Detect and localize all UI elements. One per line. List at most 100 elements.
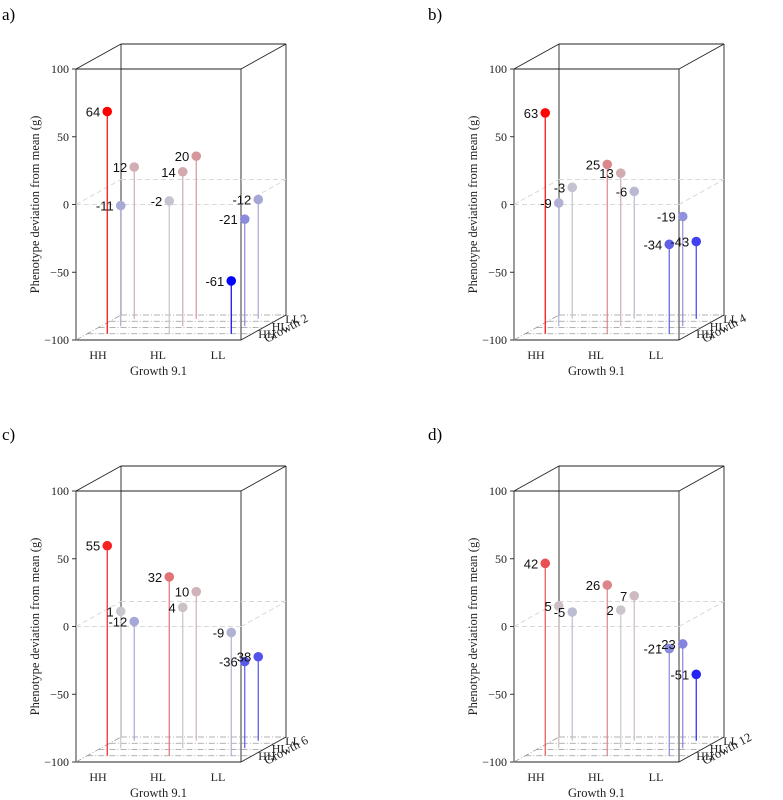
x-tick-label: LL <box>649 770 664 784</box>
data-point <box>664 239 675 250</box>
data-point <box>253 194 264 205</box>
data-point <box>115 200 126 211</box>
data-point <box>102 106 113 117</box>
data-point <box>602 159 613 170</box>
zero-plane-edge <box>678 601 725 627</box>
data-point <box>164 572 175 582</box>
zero-plane-edge <box>240 179 287 205</box>
data-label: 2 <box>607 603 614 618</box>
zero-plane-edge <box>678 179 725 205</box>
data-point <box>567 182 578 193</box>
data-point <box>615 605 626 615</box>
x-tick-label: HH <box>89 770 107 784</box>
y-tick-label: 50 <box>57 552 69 566</box>
x-axis-title: Growth 9.1 <box>568 364 625 378</box>
floor-gridline <box>513 736 560 763</box>
depth-tick-label: HL <box>272 319 288 333</box>
data-point <box>664 643 675 654</box>
y-tick-label: 50 <box>495 130 507 144</box>
data-label: 32 <box>148 570 162 585</box>
box-edge-top-left <box>75 465 122 492</box>
chart-panel-a: a) 100 50 0 −50 −100 Phenotype deviation from … <box>2 5 310 378</box>
box-edge-bottom-right <box>240 314 287 341</box>
y-tick-label: 100 <box>489 484 507 498</box>
data-point <box>629 590 640 601</box>
x-tick-label: HL <box>588 770 604 784</box>
y-tick-label: −100 <box>482 755 507 769</box>
panel-label: d) <box>428 425 442 444</box>
zero-plane-edge <box>240 601 287 627</box>
data-label: 14 <box>161 165 175 180</box>
data-point <box>602 580 613 590</box>
data-point <box>177 166 188 177</box>
y-tick-label: 50 <box>495 552 507 566</box>
data-label: 13 <box>599 166 613 181</box>
y-tick-label: 100 <box>51 484 69 498</box>
data-label: 5 <box>545 599 552 614</box>
data-label: -61 <box>205 274 224 289</box>
data-label: -38 <box>232 650 251 665</box>
zero-plane-edge <box>75 601 122 627</box>
chart-panel-b: b) 100 50 0 −50 −100 Phenotype deviation from … <box>428 5 749 378</box>
depth-tick-label: HH <box>696 749 714 763</box>
data-point <box>691 236 702 247</box>
data-label: -12 <box>108 615 127 630</box>
data-point <box>677 639 688 649</box>
x-axis-title: Growth 9.1 <box>130 786 187 800</box>
y-tick-label: 0 <box>63 198 69 212</box>
chart-panel-d: d) 100 50 0 −50 −100 Phenotype deviation from … <box>428 425 754 800</box>
data-label: -21 <box>643 642 662 657</box>
data-label: 64 <box>86 105 100 120</box>
floor-gridline <box>75 736 122 763</box>
data-label: 10 <box>175 585 189 600</box>
data-label: 7 <box>620 589 627 604</box>
data-label: -51 <box>670 667 689 682</box>
data-label: -43 <box>670 235 689 250</box>
data-point <box>553 601 564 611</box>
depth-tick-label: HL <box>710 741 726 755</box>
depth-tick-label: HH <box>696 327 714 341</box>
panel-label: a) <box>2 5 15 24</box>
panel-label: c) <box>2 425 15 444</box>
depth-tick-label: LL <box>285 734 300 748</box>
data-point <box>239 214 250 225</box>
y-tick-label: −100 <box>482 333 507 347</box>
depth-tick-label: HL <box>710 319 726 333</box>
data-label: 20 <box>175 149 189 164</box>
data-point <box>540 558 551 569</box>
box-edge-top-right <box>678 43 725 70</box>
zero-plane-edge <box>75 179 122 205</box>
x-tick-label: HL <box>588 348 604 362</box>
y-tick-label: 0 <box>501 620 507 634</box>
data-label: -9 <box>213 625 225 640</box>
depth-tick-label: LL <box>285 312 300 326</box>
data-label: 4 <box>169 600 176 615</box>
x-axis-title: Growth 9.1 <box>568 786 625 800</box>
data-label: -11 <box>96 199 114 214</box>
box-edge-bottom-right <box>678 736 725 763</box>
data-label: -9 <box>540 196 552 211</box>
data-point <box>102 540 113 551</box>
data-label: 25 <box>586 157 600 172</box>
box-edge-top-left <box>75 43 122 70</box>
data-point <box>553 198 564 208</box>
data-label: -21 <box>219 212 238 227</box>
box-edge-top-right <box>240 465 287 492</box>
x-tick-label: LL <box>211 770 226 784</box>
y-tick-label: 100 <box>489 62 507 76</box>
x-tick-label: HH <box>527 348 545 362</box>
data-point <box>253 651 264 662</box>
data-label: -34 <box>643 237 662 252</box>
data-label: 12 <box>113 160 127 175</box>
data-label: -5 <box>554 605 566 620</box>
y-tick-label: 100 <box>51 62 69 76</box>
y-axis-title: Phenotype deviation from mean (g) <box>466 538 480 716</box>
data-point <box>540 108 551 118</box>
x-tick-label: HL <box>150 770 166 784</box>
box-edge-top-left <box>513 465 560 492</box>
data-label: 1 <box>107 604 114 619</box>
data-point <box>691 669 702 680</box>
floor-gridline <box>75 314 122 341</box>
y-tick-label: −100 <box>44 755 69 769</box>
